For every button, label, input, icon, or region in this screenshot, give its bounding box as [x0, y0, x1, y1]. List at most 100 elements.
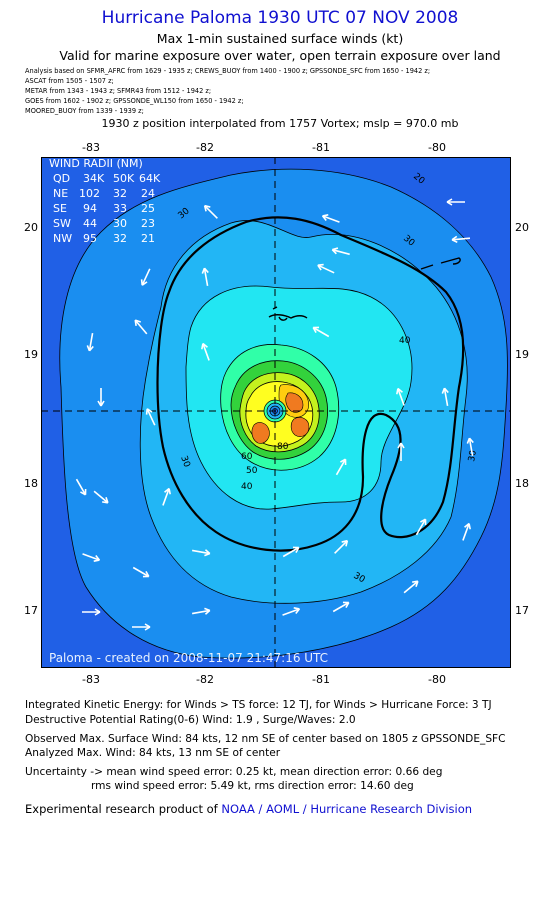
wind-arrow-icon — [132, 623, 151, 631]
wind-arrow-icon — [441, 387, 449, 407]
lon-tick-top: -80 — [428, 141, 446, 154]
wind-arrow-icon — [97, 388, 105, 407]
wind-radii-heading: WIND RADII (NM) — [49, 157, 143, 170]
product-credit: Experimental research product of NOAA / … — [25, 802, 472, 816]
wind-arrow-icon — [82, 608, 101, 616]
wind-radii-cell: 32 — [113, 187, 127, 200]
wind-radii-cell: 44 — [83, 217, 97, 230]
wind-radii-table: WIND RADII (NM) QD 34K 50K 64K NE 102 32… — [49, 157, 161, 245]
dpr-line: Destructive Potential Rating(0-6) Wind: … — [25, 714, 356, 726]
source-line: GOES from 1602 - 1902 z; GPSSONDE_WL150 … — [25, 97, 244, 105]
subtitle: Max 1-min sustained surface winds (kt) — [156, 31, 404, 46]
wind-arrow-icon — [462, 522, 471, 541]
contour-label: 80 — [277, 442, 289, 452]
wind-radii-cell: 95 — [83, 232, 97, 245]
wind-arrow-icon — [140, 268, 151, 286]
wind-radii-cell: 23 — [141, 217, 155, 230]
lat-tick-left: 17 — [24, 604, 38, 617]
wind-arrow-icon — [162, 487, 171, 506]
lat-tick-left: 19 — [24, 348, 38, 361]
analyzed-max-line: Analyzed Max. Wind: 84 kts, 13 nm SE of … — [25, 747, 281, 759]
lat-tick-left: 20 — [24, 221, 38, 234]
wind-field-map: WIND RADII (NM) QD 34K 50K 64K NE 102 32… — [41, 157, 511, 668]
lat-tick-left: 18 — [24, 477, 38, 490]
max-wind-spot — [285, 392, 304, 413]
contour-label: 40 — [399, 336, 411, 346]
page-title: Hurricane Paloma 1930 UTC 07 NOV 2008 — [101, 8, 459, 28]
wind-arrow-icon — [321, 214, 340, 223]
lon-tick-bottom: -80 — [428, 673, 446, 686]
uncertainty-mean-line: Uncertainty -> mean wind speed error: 0.… — [25, 766, 443, 778]
product-org-link[interactable]: NOAA / AOML / Hurricane Research Divisio… — [221, 802, 473, 816]
contour-label: 50 — [246, 466, 258, 476]
position-note: 1930 z position interpolated from 1757 V… — [101, 117, 459, 130]
wind-radii-col: 64K — [139, 172, 161, 185]
wind-arrow-icon — [397, 442, 405, 461]
wind-arrow-icon — [93, 490, 109, 504]
lon-tick-bottom: -83 — [82, 673, 100, 686]
wind-arrow-icon — [132, 566, 150, 578]
wind-radii-cell: NE — [53, 187, 68, 200]
wind-radii-cell: SW — [53, 217, 71, 230]
wind-radii-cell: 33 — [113, 202, 127, 215]
wind-arrow-icon — [331, 247, 350, 256]
wind-radii-cell: SE — [53, 202, 67, 215]
wind-arrow-icon — [403, 580, 419, 594]
lat-tick-right: 19 — [515, 348, 529, 361]
wind-arrow-icon — [191, 607, 211, 615]
wind-radii-cell: 30 — [113, 217, 127, 230]
lon-tick-bottom: -81 — [312, 673, 330, 686]
wind-arrow-icon — [201, 342, 210, 361]
wind-radii-cell: 24 — [141, 187, 155, 200]
wind-radii-cell: 32 — [113, 232, 127, 245]
contour-label: 30 — [178, 455, 191, 469]
wind-arrow-icon — [86, 332, 94, 352]
wind-arrow-icon — [282, 607, 301, 616]
lon-tick-top: -81 — [312, 141, 330, 154]
lat-tick-right: 18 — [515, 477, 529, 490]
wind-arrow-icon — [332, 601, 350, 613]
wind-radii-col: 34K — [83, 172, 105, 185]
wind-radii-cell: NW — [53, 232, 72, 245]
source-line: ASCAT from 1505 - 1507 z; — [25, 77, 114, 85]
wind-arrow-icon — [201, 267, 209, 287]
wind-arrow-icon — [312, 326, 330, 338]
wind-radii-col: 50K — [113, 172, 135, 185]
isotach-34-bold — [156, 216, 465, 552]
contour-label: 60 — [241, 452, 253, 462]
max-wind-spot — [290, 417, 310, 437]
lat-tick-right: 20 — [515, 221, 529, 234]
max-wind-spot — [251, 422, 270, 444]
wind-arrow-icon — [203, 204, 218, 219]
lon-tick-bottom: -82 — [196, 673, 214, 686]
island-little-cayman — [420, 257, 461, 270]
source-line: Analysis based on SFMR_AFRC from 1629 - … — [25, 67, 431, 75]
contour-label: 40 — [241, 482, 253, 492]
lon-tick-top: -82 — [196, 141, 214, 154]
wind-arrow-icon — [82, 553, 101, 562]
source-line: METAR from 1343 - 1943 z; SFMR43 from 15… — [25, 87, 212, 95]
wind-radii-col: QD — [53, 172, 70, 185]
validity-note: Valid for marine exposure over water, op… — [59, 48, 501, 63]
wind-radii-cell: 94 — [83, 202, 97, 215]
wind-vectors — [75, 198, 474, 631]
product-prefix: Experimental research product of — [25, 802, 218, 816]
wind-arrow-icon — [75, 478, 87, 496]
ike-line: Integrated Kinetic Energy: for Winds > T… — [25, 699, 492, 711]
map-frame — [41, 157, 511, 668]
wind-radii-cell: 102 — [79, 187, 100, 200]
uncertainty-rms-line: rms wind speed error: 5.49 kt, rms direc… — [91, 780, 414, 792]
wind-arrow-icon — [446, 198, 465, 206]
observed-max-line: Observed Max. Surface Wind: 84 kts, 12 n… — [25, 733, 506, 745]
wind-arrow-icon — [134, 319, 148, 335]
lon-tick-top: -83 — [82, 141, 100, 154]
wind-arrow-icon — [466, 437, 474, 457]
lat-tick-right: 17 — [515, 604, 529, 617]
wind-arrow-icon — [317, 263, 335, 274]
wind-arrow-icon — [282, 546, 300, 558]
wind-arrow-icon — [396, 387, 405, 406]
wind-arrow-icon — [145, 408, 156, 426]
wind-radii-cell: 25 — [141, 202, 155, 215]
wind-arrow-icon — [451, 235, 471, 244]
source-line: MOORED_BUOY from 1339 - 1939 z; — [25, 107, 144, 115]
